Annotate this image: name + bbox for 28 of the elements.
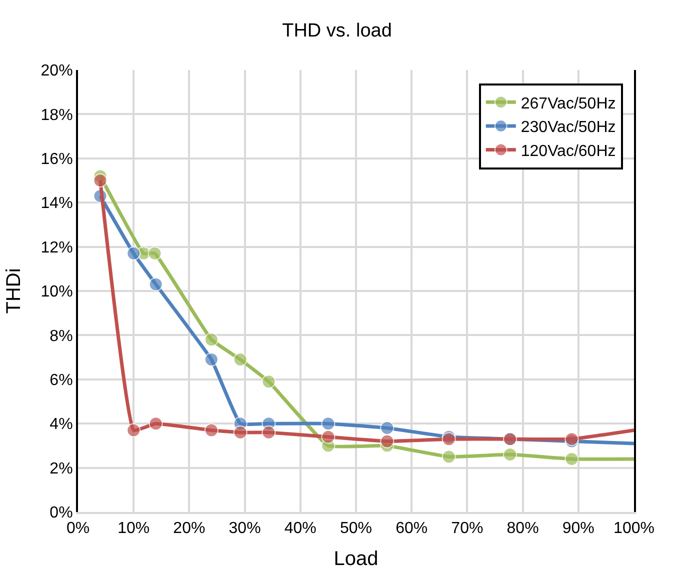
y-tick-label: 10%	[40, 284, 73, 301]
y-tick-label: 8%	[50, 328, 73, 345]
y-tick-label: 12%	[40, 239, 73, 256]
y-tick-label: 6%	[50, 372, 73, 389]
x-tick-label: 10%	[118, 520, 150, 537]
y-tick-label: 0%	[50, 504, 73, 522]
y-tick-label: 16%	[40, 151, 73, 168]
y-tick-label: 20%	[40, 62, 73, 80]
y-tick-label: 18%	[40, 106, 73, 124]
x-tick-label: 70%	[451, 520, 484, 537]
y-tick-label: 14%	[40, 195, 73, 212]
x-tick-label: 20%	[173, 520, 206, 537]
x-tick-label: 90%	[562, 520, 594, 537]
x-tick-label: 60%	[396, 520, 428, 537]
x-tick-label: 50%	[340, 520, 372, 537]
x-tick-label: 80%	[506, 520, 539, 537]
y-axis-title: THDi	[2, 268, 25, 314]
y-tick-label: 2%	[50, 460, 73, 478]
x-tick-label: 40%	[284, 520, 316, 537]
chart-title: THD vs. load	[282, 20, 392, 42]
legend-label: 120Vac/60Hz	[520, 143, 616, 160]
legend-label: 230Vac/50Hz	[520, 119, 616, 136]
legend-label: 267Vac/50Hz	[520, 95, 616, 112]
x-axis-title: Load	[334, 548, 378, 570]
x-tick-label: 0%	[66, 520, 90, 537]
x-tick-label: 100%	[614, 520, 654, 537]
y-tick-label: 4%	[50, 416, 73, 434]
x-tick-label: 30%	[228, 520, 261, 537]
